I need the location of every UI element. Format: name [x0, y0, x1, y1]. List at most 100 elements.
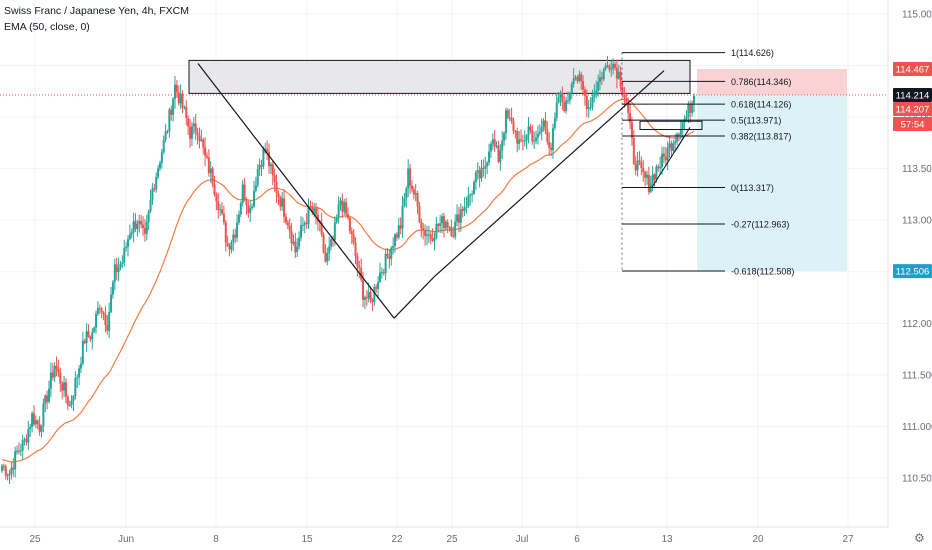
settings-icon[interactable]: ⚙ [914, 531, 925, 545]
candle-up[interactable] [192, 117, 195, 135]
candle-up[interactable] [540, 118, 543, 141]
candle-down[interactable] [580, 71, 583, 90]
candle-down[interactable] [279, 195, 282, 211]
candle-up[interactable] [190, 122, 193, 146]
candle-up[interactable] [239, 200, 242, 218]
candle-down[interactable] [350, 227, 353, 245]
candle-down[interactable] [347, 207, 349, 221]
candle-down[interactable] [268, 143, 271, 174]
downtrend-line[interactable] [197, 63, 395, 319]
candle-up[interactable] [303, 220, 306, 234]
candle-up[interactable] [330, 237, 333, 251]
candle-up[interactable] [42, 398, 45, 433]
candle-down[interactable] [194, 114, 197, 141]
candle-up[interactable] [121, 255, 124, 268]
candle-up[interactable] [27, 420, 30, 450]
candle-up[interactable] [93, 326, 96, 334]
candle-up[interactable] [111, 280, 114, 299]
candle-down[interactable] [354, 237, 357, 265]
candle-up[interactable] [209, 161, 212, 183]
candle-down[interactable] [529, 124, 532, 134]
candle-up[interactable] [53, 362, 56, 383]
candle-up[interactable] [74, 371, 77, 400]
candle-down[interactable] [4, 464, 7, 480]
candle-up[interactable] [219, 203, 222, 217]
candle-up[interactable] [610, 60, 613, 77]
candle-up[interactable] [251, 203, 254, 211]
candle-down[interactable] [664, 147, 667, 167]
candle-down[interactable] [187, 115, 190, 135]
candle-down[interactable] [442, 212, 445, 238]
candle-up[interactable] [441, 213, 444, 234]
candle-down[interactable] [677, 132, 680, 142]
candle-up[interactable] [503, 131, 506, 147]
candle-down[interactable] [450, 219, 453, 237]
candle-down[interactable] [170, 105, 173, 121]
candle-up[interactable] [174, 75, 176, 109]
candle-up[interactable] [49, 362, 52, 398]
candle-down[interactable] [514, 130, 517, 139]
candle-down[interactable] [629, 102, 632, 130]
candle-up[interactable] [591, 89, 594, 111]
candle-down[interactable] [224, 220, 227, 252]
candle-up[interactable] [612, 58, 615, 75]
candle-up[interactable] [414, 183, 417, 202]
candle-down[interactable] [600, 71, 603, 86]
candle-up[interactable] [236, 214, 239, 243]
candle-down[interactable] [418, 201, 421, 224]
candle-down[interactable] [416, 190, 419, 215]
fib-level[interactable]: 0.5(113.971) [622, 116, 781, 126]
candle-down[interactable] [205, 152, 208, 159]
candle-down[interactable] [134, 213, 137, 232]
candle-down[interactable] [181, 90, 184, 114]
candle-down[interactable] [305, 213, 308, 229]
candle-up[interactable] [160, 148, 163, 169]
candle-up[interactable] [264, 143, 267, 154]
candle-up[interactable] [687, 100, 690, 124]
candle-up[interactable] [128, 224, 131, 241]
candle-down[interactable] [619, 66, 622, 92]
candle-down[interactable] [202, 137, 205, 155]
candle-up[interactable] [384, 248, 387, 281]
price-badge[interactable]: 114.207 [893, 102, 932, 117]
candle-down[interactable] [322, 232, 325, 254]
candle-down[interactable] [550, 142, 553, 157]
candle-down[interactable] [516, 127, 519, 153]
candle-down[interactable] [510, 107, 513, 124]
candle-up[interactable] [463, 197, 466, 216]
candle-up[interactable] [328, 236, 331, 262]
candle-down[interactable] [61, 381, 64, 400]
candle-down[interactable] [284, 213, 287, 225]
candle-up[interactable] [425, 225, 428, 246]
candle-up[interactable] [542, 118, 545, 132]
fib-level[interactable]: 0.382(113.817) [622, 131, 791, 141]
candle-down[interactable] [424, 224, 427, 246]
candle-down[interactable] [222, 205, 225, 225]
candle-down[interactable] [59, 367, 62, 393]
candle-down[interactable] [625, 92, 628, 105]
candle-down[interactable] [544, 112, 547, 135]
candle-up[interactable] [551, 123, 554, 159]
candle-up[interactable] [158, 160, 161, 172]
candle-down[interactable] [452, 226, 455, 239]
candle-down[interactable] [66, 394, 69, 411]
candle-up[interactable] [34, 415, 37, 429]
fibonacci-levels[interactable]: 1(114.626) 0.786(114.346) 0.618(114.126) 0.… [621, 48, 794, 276]
candle-up[interactable] [433, 232, 436, 251]
candle-up[interactable] [78, 365, 81, 386]
candle-down[interactable] [563, 96, 566, 113]
candle-up[interactable] [645, 170, 648, 185]
candle-up[interactable] [471, 190, 474, 203]
fib-level[interactable]: 0.618(114.126) [622, 100, 791, 110]
candle-down[interactable] [497, 140, 500, 164]
candle-up[interactable] [448, 226, 451, 232]
candle-down[interactable] [457, 206, 460, 233]
candle-down[interactable] [277, 190, 280, 205]
candle-up[interactable] [559, 90, 562, 107]
candle-down[interactable] [198, 127, 201, 149]
candle-up[interactable] [476, 162, 479, 181]
candle-down[interactable] [247, 200, 250, 218]
candle-down[interactable] [395, 232, 398, 241]
candle-down[interactable] [437, 222, 440, 233]
candle-up[interactable] [390, 245, 393, 266]
